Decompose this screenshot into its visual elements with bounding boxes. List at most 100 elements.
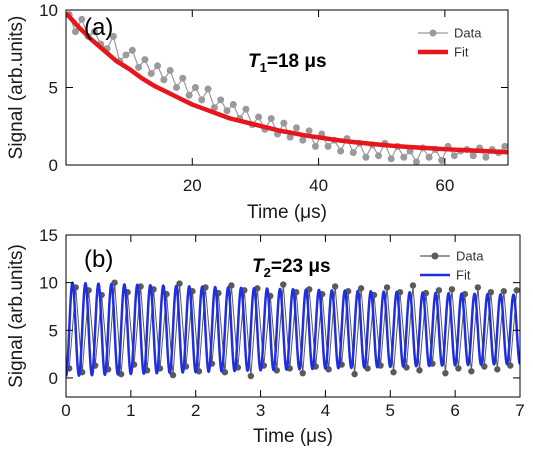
plot-frame	[65, 234, 521, 398]
data-point	[286, 133, 294, 141]
x-tick-label: 2	[191, 401, 200, 420]
data-point	[78, 15, 86, 23]
series-data	[66, 11, 508, 165]
data-point	[416, 367, 423, 374]
data-point	[229, 101, 237, 109]
data-point	[166, 66, 174, 74]
data-point	[185, 91, 193, 99]
data-point	[383, 284, 391, 291]
y-tick-label: 10	[39, 1, 58, 20]
series-fit	[66, 11, 508, 155]
data-point	[482, 153, 490, 161]
data-line	[68, 282, 518, 377]
data-point	[337, 147, 345, 155]
data-point	[228, 282, 235, 289]
data-point	[469, 152, 477, 160]
y-axis-label: Signal (arb.units)	[6, 244, 27, 388]
y-tick-label: 0	[49, 156, 58, 175]
data-point	[425, 153, 433, 161]
data-point	[390, 369, 397, 376]
data-point	[176, 280, 183, 287]
data-point	[135, 63, 143, 71]
y-tick-label: 5	[49, 79, 58, 98]
y-tick-label: 0	[49, 369, 58, 388]
data-point	[435, 287, 443, 294]
data-point	[375, 152, 383, 160]
x-axis-label: Time (μs)	[247, 202, 327, 223]
data-point	[494, 366, 501, 373]
x-tick-label: 7	[515, 401, 524, 420]
annotation-symbol: T	[248, 51, 261, 72]
data-point	[412, 158, 420, 165]
annotation-value: =18 μs	[267, 51, 327, 72]
data-point	[501, 142, 508, 150]
data-point	[173, 84, 180, 91]
data-point	[141, 56, 149, 64]
data-point	[507, 362, 514, 369]
data-point	[357, 285, 365, 292]
x-tick-label: 6	[450, 401, 459, 420]
panel-label: (a)	[84, 14, 113, 41]
x-tick-label: 5	[386, 401, 395, 420]
data-point	[247, 372, 255, 380]
chart-panel-b: 0 1 2 3 4 5 6 7 0 5 10 15 Time (μs) Signal (arb.units…	[6, 226, 525, 447]
x-axis-label: Time (μs)	[253, 426, 333, 447]
legend-marker	[429, 29, 437, 37]
data-point	[71, 28, 79, 36]
y-tick-label: 10	[39, 274, 58, 293]
series-fit	[66, 281, 520, 377]
data-point	[191, 84, 199, 91]
legend-label: Data	[454, 26, 482, 41]
data-point	[442, 369, 449, 377]
data-point	[147, 70, 155, 78]
data-point	[305, 127, 313, 135]
chart-panel-a: 20 40 60 0 5 10 Time (μs) Signal (arb.units) (a)…	[6, 1, 509, 223]
data-point	[299, 136, 307, 144]
data-point	[280, 119, 288, 127]
data-point	[468, 368, 475, 375]
y-tick-label: 5	[49, 321, 58, 340]
fit-line	[66, 281, 520, 377]
data-point	[122, 51, 130, 59]
panel-label: (b)	[84, 246, 113, 273]
data-point	[223, 107, 231, 115]
data-point	[217, 96, 225, 104]
data-point	[111, 279, 118, 286]
annotation-symbol: T	[252, 256, 265, 277]
x-tick-label: 20	[183, 176, 202, 195]
data-point	[169, 371, 177, 379]
legend-marker	[431, 252, 439, 260]
annotation-subscript: 1	[260, 60, 267, 75]
data-point	[331, 283, 339, 290]
x-tick-label: 60	[435, 176, 454, 195]
x-tick-label: 0	[61, 401, 70, 420]
data-point	[387, 155, 395, 163]
data-point	[487, 288, 495, 296]
data-point	[400, 153, 408, 161]
data-point	[109, 32, 117, 40]
data-point	[204, 85, 212, 93]
data-point	[349, 149, 357, 157]
legend-label: Data	[456, 249, 484, 264]
y-tick-label: 15	[39, 226, 58, 245]
data-point	[267, 115, 275, 122]
data-point	[455, 365, 462, 372]
data-point	[90, 28, 98, 36]
data-point	[292, 124, 300, 132]
x-tick-label: 3	[256, 401, 265, 420]
data-point	[198, 96, 206, 104]
data-point	[160, 76, 168, 84]
data-point	[481, 363, 488, 370]
data-point	[438, 156, 446, 164]
data-line	[68, 14, 506, 164]
data-point	[448, 286, 456, 293]
data-point	[362, 153, 370, 161]
y-axis-label: Signal (arb.units)	[6, 16, 27, 160]
annotation-value: =23 μs	[271, 256, 331, 277]
data-point	[299, 369, 306, 377]
data-point	[500, 288, 507, 295]
data-point	[474, 284, 482, 291]
data-point	[128, 46, 136, 54]
data-point	[311, 142, 319, 150]
data-point	[280, 281, 287, 288]
